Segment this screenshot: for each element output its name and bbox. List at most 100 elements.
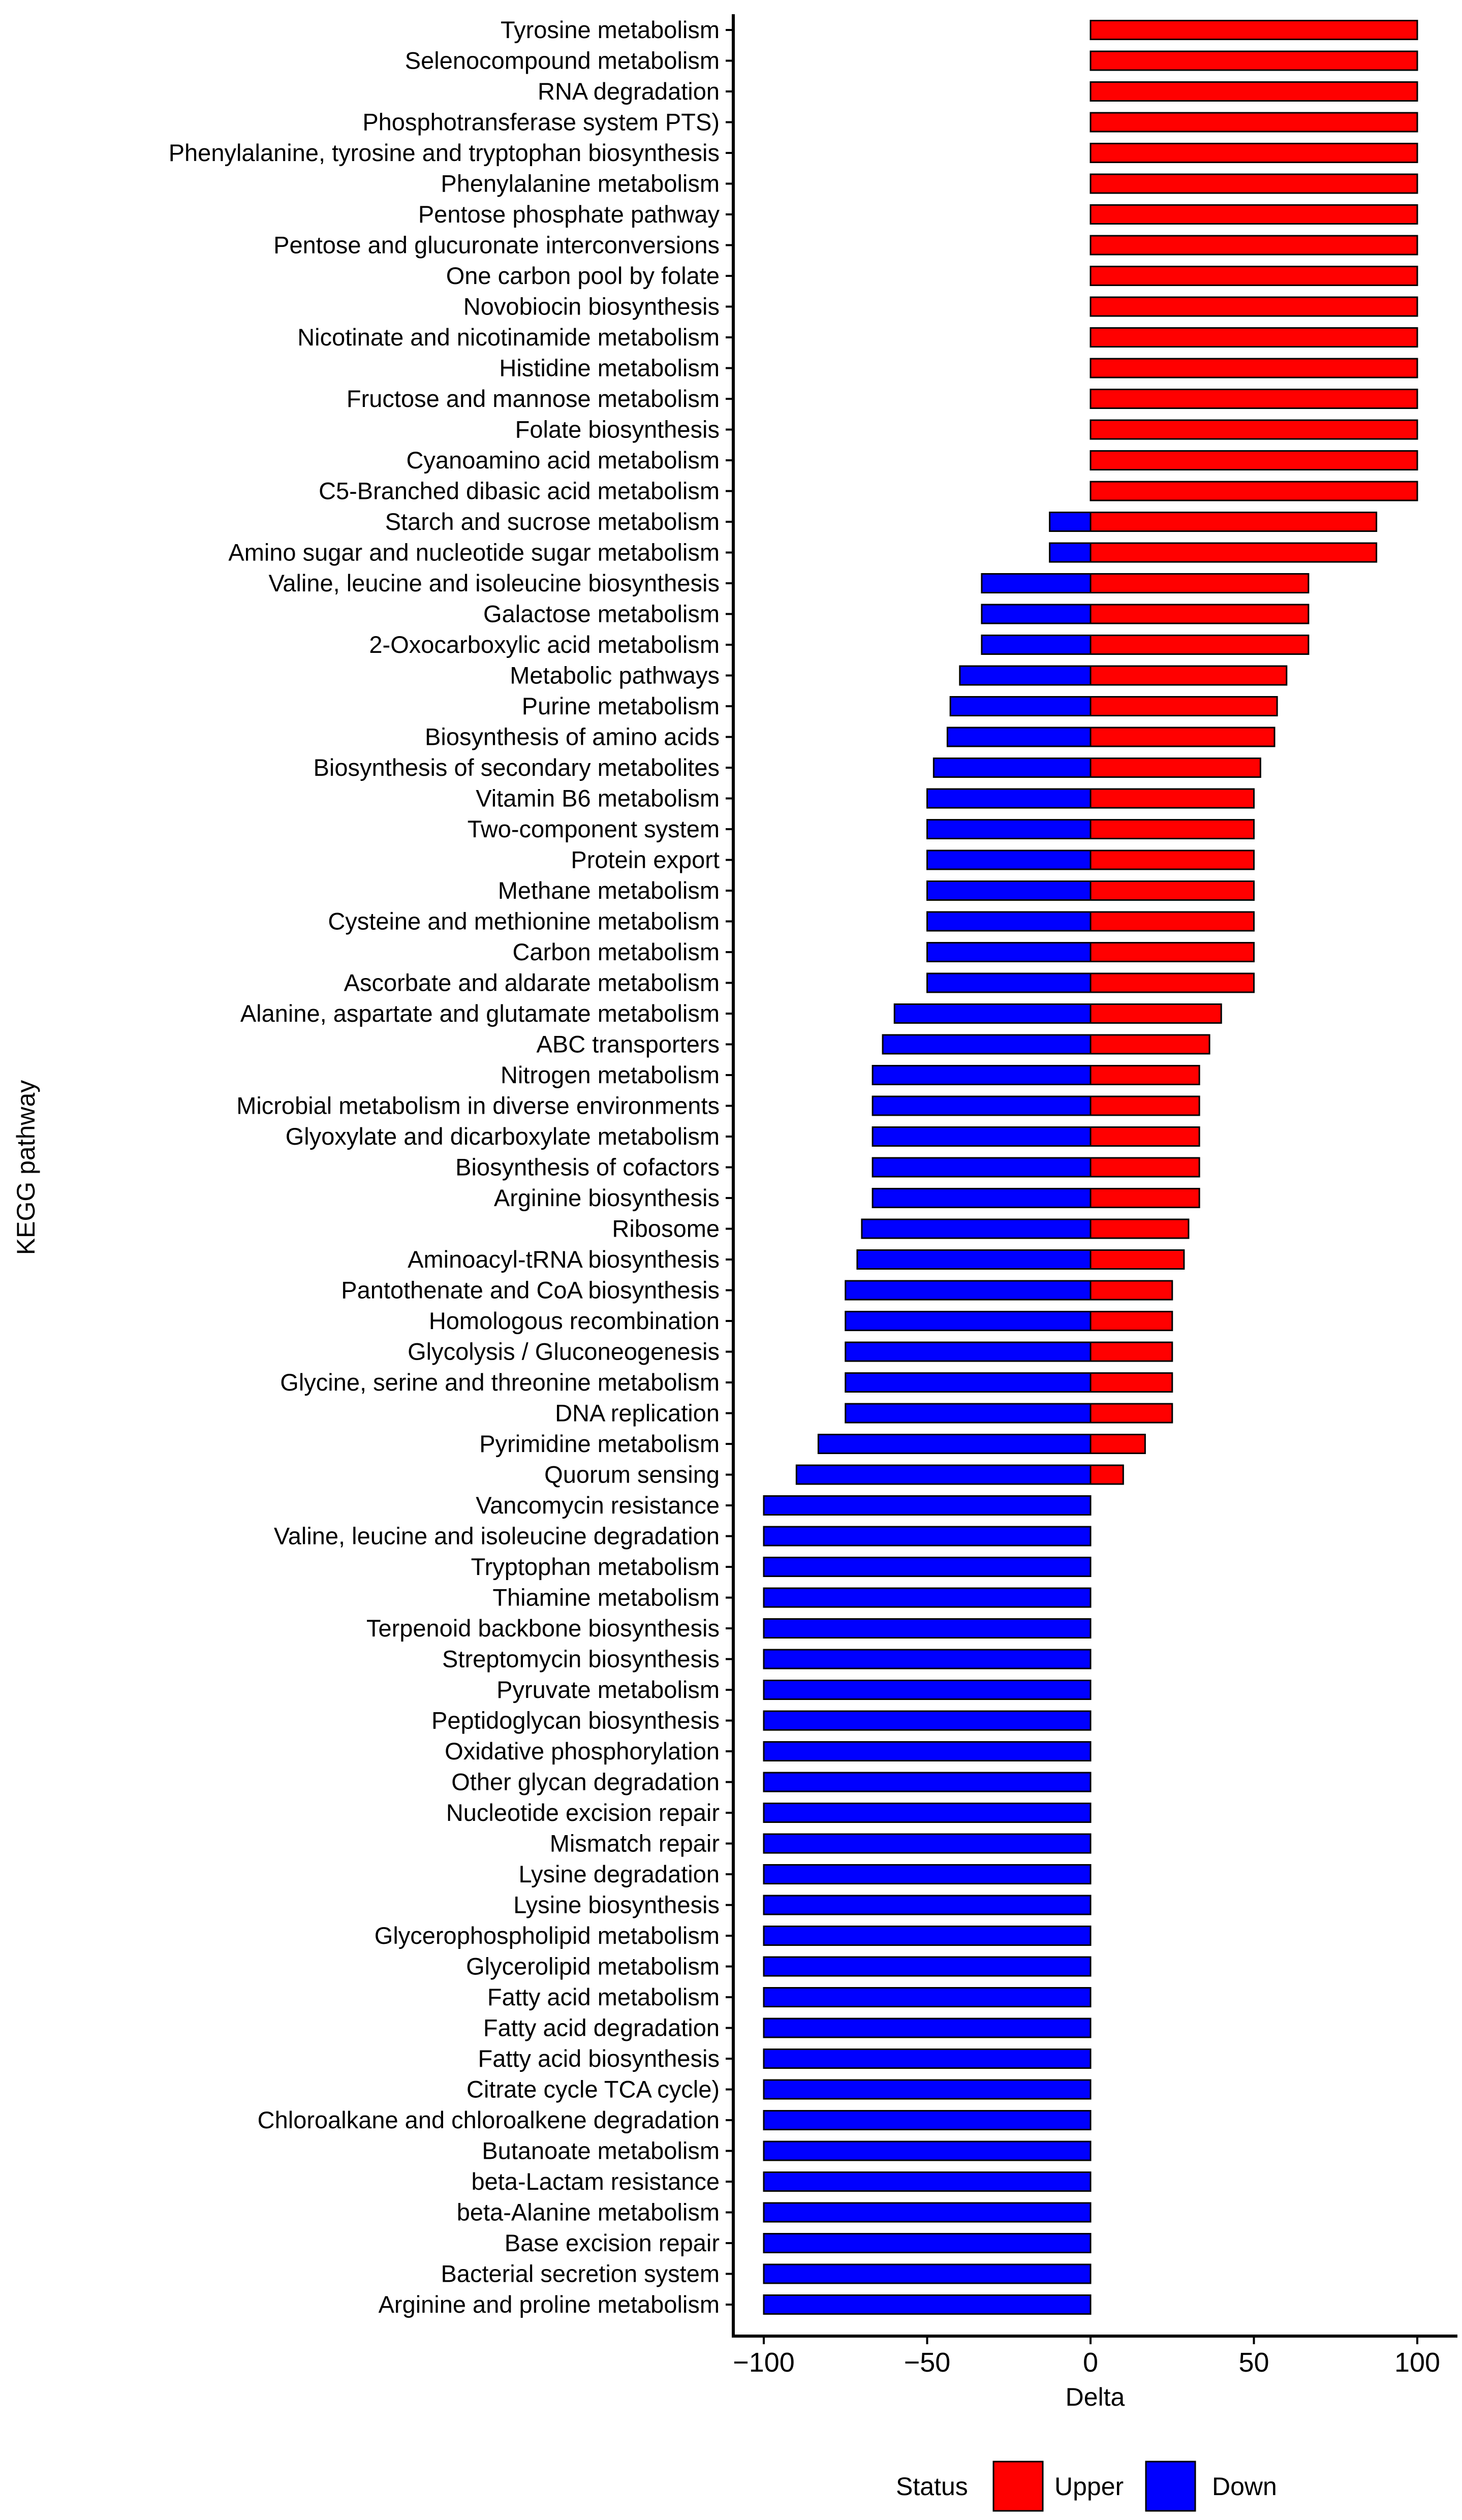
category-label: Vancomycin resistance <box>476 1492 720 1519</box>
bar-down <box>763 2171 1092 2192</box>
category-label: Tryptophan metabolism <box>471 1553 720 1580</box>
category-label: Novobiocin biosynthesis <box>463 293 720 320</box>
bar-down <box>817 1434 1092 1454</box>
bar-down <box>763 1618 1092 1639</box>
bar-down <box>763 1495 1092 1516</box>
category-label: Biosynthesis of amino acids <box>425 723 720 750</box>
bar-upper <box>1090 1034 1210 1055</box>
category-label: Protein export <box>571 846 720 873</box>
bar-upper <box>1090 81 1418 102</box>
bar-down <box>926 972 1092 993</box>
category-label: Nicotinate and nicotinamide metabolism <box>297 324 720 351</box>
bar-down <box>946 727 1092 747</box>
category-label: Homologous recombination <box>429 1307 720 1334</box>
bar-down <box>981 635 1092 655</box>
bar-upper <box>1090 481 1418 501</box>
bar-down <box>763 2140 1092 2161</box>
bar-upper <box>1090 1126 1200 1147</box>
category-label: Terpenoid backbone biosynthesis <box>366 1615 720 1642</box>
bar-upper <box>1090 1188 1200 1208</box>
category-label: Microbial metabolism in diverse environm… <box>236 1092 720 1119</box>
bar-down <box>872 1065 1092 1085</box>
category-label: Cyanoamino acid metabolism <box>406 447 720 474</box>
category-label: Streptomycin biosynthesis <box>442 1646 720 1673</box>
bar-down <box>845 1341 1092 1362</box>
bar-upper <box>1090 972 1255 993</box>
category-label: ABC transporters <box>537 1031 720 1058</box>
category-label: Nitrogen metabolism <box>501 1061 720 1088</box>
category-label: Starch and sucrose metabolism <box>385 508 720 535</box>
category-label: Thiamine metabolism <box>492 1584 720 1611</box>
category-label: Quorum sensing <box>544 1461 720 1488</box>
category-label: 2-Oxocarboxylic acid metabolism <box>369 631 720 658</box>
category-label: Metabolic pathways <box>510 662 720 689</box>
bar-down <box>872 1157 1092 1178</box>
category-label: Galactose metabolism <box>483 601 720 627</box>
y-axis-title: KEGG pathway <box>12 1080 40 1255</box>
category-label: Glyoxylate and dicarboxylate metabolism <box>286 1123 720 1150</box>
bar-upper <box>1090 819 1255 839</box>
bar-down <box>763 1772 1092 1792</box>
category-label: Pyruvate metabolism <box>496 1676 720 1703</box>
bar-down <box>763 1557 1092 1577</box>
category-label: Ascorbate and aldarate metabolism <box>344 969 720 996</box>
bar-down <box>882 1034 1092 1055</box>
x-axis-ticks: −100 −50 0 50 100 <box>733 2336 1440 2378</box>
bar-down <box>763 1741 1092 1761</box>
x-tick-label: 0 <box>1083 2347 1098 2378</box>
bar-down <box>981 604 1092 624</box>
bar-down <box>795 1464 1092 1485</box>
bar-down <box>872 1126 1092 1147</box>
category-label: Histidine metabolism <box>499 355 720 382</box>
bar-upper <box>1090 235 1418 256</box>
bar-upper <box>1090 604 1310 624</box>
legend: Status Upper Down <box>896 2461 1277 2512</box>
legend-swatch-down <box>1145 2461 1196 2512</box>
bar-upper <box>1090 1341 1173 1362</box>
category-label: Lysine biosynthesis <box>513 1892 720 1918</box>
bar-upper <box>1090 1280 1173 1301</box>
bar-down <box>763 1864 1092 1884</box>
category-label: Fructose and mannose metabolism <box>347 385 720 412</box>
category-label: Ribosome <box>612 1215 720 1242</box>
bar-upper <box>1090 173 1418 194</box>
bar-upper <box>1090 911 1255 932</box>
bar-down <box>1049 542 1092 563</box>
bar-upper <box>1090 1434 1146 1454</box>
category-label: Biosynthesis of secondary metabolites <box>314 754 720 781</box>
category-label: One carbon pool by folate <box>446 262 720 289</box>
category-label: Carbon metabolism <box>512 938 720 965</box>
bar-down <box>763 2233 1092 2253</box>
category-label: Pentose and glucuronate interconversions <box>273 232 720 259</box>
bar-down <box>763 1833 1092 1854</box>
category-label: Pantothenate and CoA biosynthesis <box>341 1277 720 1304</box>
category-label: Mismatch repair <box>550 1830 720 1857</box>
bar-upper <box>1090 573 1310 593</box>
bar-upper <box>1090 727 1276 747</box>
category-label: beta-Alanine metabolism <box>457 2199 720 2226</box>
category-label: Arginine and proline metabolism <box>379 2291 720 2318</box>
category-label: Aminoacyl-tRNA biosynthesis <box>408 1246 720 1273</box>
bar-upper <box>1090 1372 1173 1393</box>
bar-upper <box>1090 665 1288 686</box>
bar-down <box>893 1003 1092 1024</box>
category-label: Lysine degradation <box>519 1861 720 1887</box>
category-label: Citrate cycle TCA cycle) <box>466 2076 720 2103</box>
bar-upper <box>1090 50 1418 71</box>
legend-label-upper: Upper <box>1054 2472 1124 2501</box>
bar-upper <box>1090 20 1418 40</box>
category-label: Phosphotransferase system PTS) <box>362 109 720 136</box>
bar-upper <box>1090 1403 1173 1424</box>
bar-down <box>872 1095 1092 1116</box>
category-label: Chloroalkane and chloroalkene degradatio… <box>258 2106 720 2133</box>
bar-down <box>763 1895 1092 1915</box>
category-label: Two-component system <box>468 815 720 842</box>
bar-down <box>763 1680 1092 1700</box>
category-label: Glycolysis / Gluconeogenesis <box>408 1338 720 1365</box>
category-label: Nucleotide excision repair <box>446 1799 720 1826</box>
category-label: Methane metabolism <box>498 877 720 904</box>
bar-down <box>763 2294 1092 2315</box>
bar-down <box>981 573 1092 593</box>
bar-down <box>861 1218 1092 1239</box>
